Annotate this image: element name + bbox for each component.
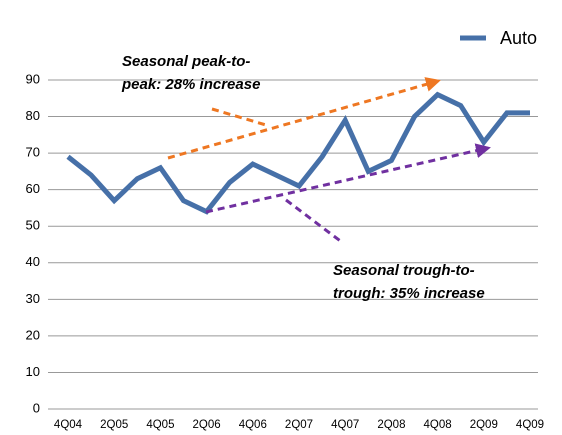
y-tick-label: 50 [26, 218, 40, 233]
y-tick-label: 80 [26, 108, 40, 123]
x-tick-label: 4Q08 [424, 419, 452, 431]
legend-label: Auto [500, 28, 537, 48]
y-tick-label: 70 [26, 145, 40, 160]
annotation: peak: 28% increase [121, 76, 260, 93]
y-tick-label: 60 [26, 181, 40, 196]
x-tick-label: 4Q07 [331, 419, 359, 431]
x-tick-label: 2Q09 [470, 419, 498, 431]
x-tick-label: 2Q06 [193, 419, 221, 431]
line [66, 91, 530, 215]
annotation: trough: 35% increase [333, 285, 485, 302]
x-tick-label: 2Q07 [285, 419, 313, 431]
x-tick-label: 2Q05 [100, 419, 128, 431]
y-tick-label: 90 [26, 71, 40, 86]
annotation: Seasonal trough-to- [333, 262, 475, 279]
arrows [167, 77, 491, 245]
grid [48, 79, 538, 410]
x-tick-label: 4Q05 [146, 419, 174, 431]
y-tick-label: 0 [33, 400, 40, 415]
arrow [167, 77, 441, 160]
y-tick-label: 20 [26, 327, 40, 342]
y-tick-label: 30 [26, 291, 40, 306]
arrow [285, 198, 344, 245]
y-tick-label: 40 [26, 254, 40, 269]
arrow [205, 143, 491, 214]
x-tick-label: 4Q06 [239, 419, 267, 431]
x-tick-label: 2Q08 [377, 419, 405, 431]
y-tick-label: 10 [26, 364, 40, 379]
annotation: Seasonal peak-to- [122, 53, 250, 70]
x-tick-label: 4Q09 [516, 419, 544, 431]
arrow [211, 107, 267, 127]
x-tick-label: 4Q04 [54, 419, 83, 431]
